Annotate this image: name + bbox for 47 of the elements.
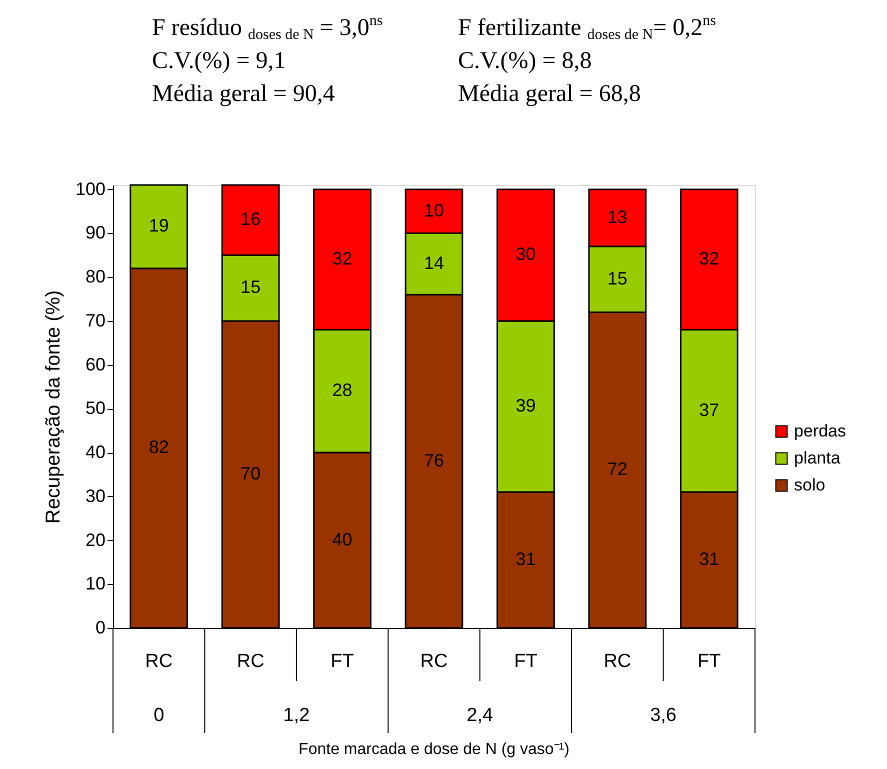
- x-tick-label: FT: [330, 651, 354, 672]
- x-tick-label: RC: [420, 651, 448, 672]
- y-tick-label: 30: [85, 486, 106, 506]
- y-tick-label: 70: [85, 310, 106, 330]
- data-label: 13: [607, 206, 628, 227]
- x-tick-label: RC: [604, 651, 632, 672]
- legend-label: perdas: [794, 422, 846, 440]
- text: 3,6: [650, 705, 676, 726]
- text: 2,4: [466, 705, 494, 726]
- legend-label: planta: [794, 448, 841, 468]
- data-label: 30: [516, 244, 536, 264]
- data-label: 32: [332, 248, 352, 269]
- data-label: 15: [607, 268, 628, 288]
- data-label: 72: [607, 459, 628, 480]
- data-label: 19: [148, 216, 169, 236]
- y-tick-label: 20: [85, 530, 106, 550]
- y-tick-label: 50: [85, 398, 106, 418]
- text: 1,2: [283, 705, 310, 726]
- data-label: 15: [240, 277, 261, 298]
- y-tick-label: 10: [85, 574, 106, 594]
- data-label: 31: [516, 549, 536, 570]
- y-tick-label: 80: [85, 266, 106, 287]
- data-label: 28: [332, 380, 352, 400]
- x-tick-label: FT: [514, 651, 538, 672]
- data-label: 14: [424, 252, 444, 273]
- y-tick-label: 0: [95, 618, 106, 638]
- x-tick-label: FT: [698, 651, 722, 672]
- data-label: 37: [699, 400, 720, 420]
- data-label: 32: [699, 248, 720, 269]
- y-tick-label: 90: [85, 222, 106, 243]
- text: 0: [154, 705, 164, 726]
- data-label: 10: [424, 200, 444, 220]
- y-tick-label: 60: [85, 354, 106, 374]
- x-tick-label: RC: [145, 651, 173, 672]
- data-label: 82: [148, 437, 169, 458]
- y-tick-label: 40: [85, 442, 106, 462]
- x-tick-label: RC: [236, 651, 264, 672]
- legend-label: solo: [794, 476, 826, 494]
- y-tick-label: 100: [75, 178, 106, 199]
- data-label: 31: [699, 549, 720, 570]
- data-label: 76: [424, 450, 444, 470]
- data-label: 40: [332, 529, 352, 550]
- x-axis-title: Fonte marcada e dose de N (g vaso⁻¹): [298, 741, 570, 758]
- data-label: 16: [240, 209, 261, 230]
- y-axis-title: Recuperação da fonte (%): [42, 290, 64, 524]
- data-label: 39: [516, 396, 536, 416]
- data-label: 70: [240, 463, 261, 484]
